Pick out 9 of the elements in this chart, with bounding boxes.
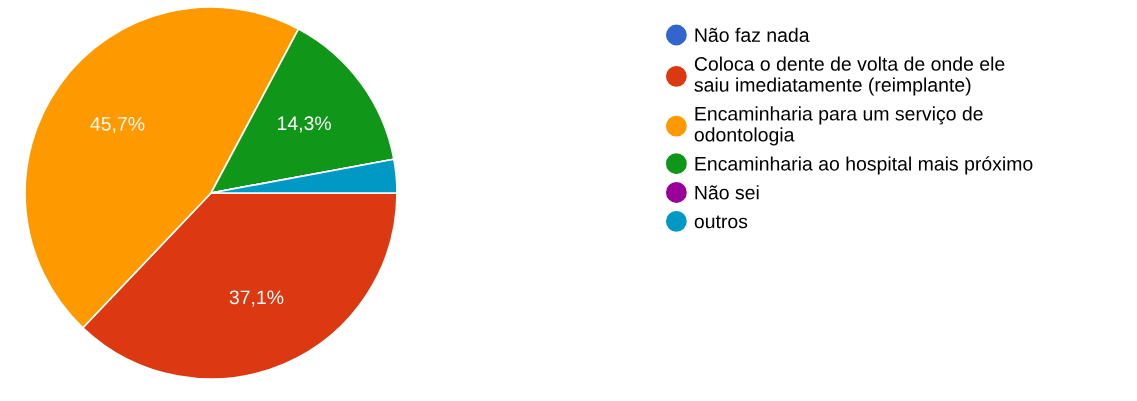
- legend-label: outros: [694, 215, 748, 229]
- legend-label: Não faz nada: [695, 27, 810, 42]
- data-label: 37,1%: [229, 290, 284, 307]
- data-label: 14,3%: [278, 116, 331, 133]
- legend-label: Encaminharia ao hospital mais próximo: [695, 156, 1033, 175]
- legend-label: Encaminharia para um serviço de odontologia: [694, 106, 983, 146]
- legend-label: Não sei: [695, 185, 759, 200]
- data-label: 45,7%: [90, 117, 145, 134]
- legend-label: Coloca o dente de volta de onde ele saiu imediatamente (reimplante): [694, 56, 1005, 96]
